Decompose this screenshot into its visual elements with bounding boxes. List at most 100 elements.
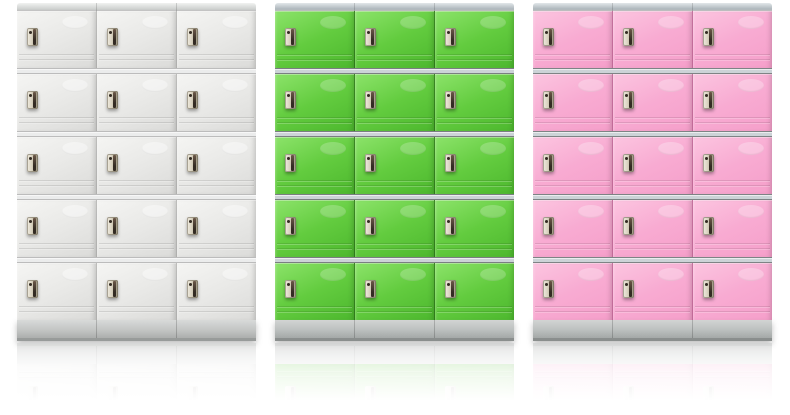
locker-door	[434, 263, 514, 320]
door-emboss	[222, 205, 248, 218]
door-emboss	[738, 79, 764, 92]
door-ridges	[695, 54, 770, 64]
locker-door	[533, 263, 612, 320]
top-cap-cell	[17, 3, 96, 11]
top-cap-cell	[275, 3, 354, 11]
base-cell	[275, 320, 354, 338]
locker-door	[692, 263, 772, 320]
door-emboss	[738, 205, 764, 218]
door-emboss	[578, 79, 604, 92]
key-lock-icon	[285, 217, 296, 235]
door-emboss	[320, 142, 346, 155]
base-cell	[612, 320, 692, 338]
key-lock-icon	[187, 217, 198, 235]
top-cap-cell	[96, 3, 176, 11]
locker-door	[354, 137, 434, 194]
top-cap-cell	[533, 3, 612, 11]
door-row	[275, 263, 514, 320]
door-row	[275, 200, 514, 257]
door-ridges	[19, 54, 94, 64]
door-ridges	[437, 243, 512, 253]
door-emboss	[480, 268, 506, 281]
locker-base	[533, 320, 772, 341]
locker-top-cap	[275, 3, 514, 11]
door-emboss	[658, 268, 684, 281]
door-ridges	[535, 54, 610, 64]
pink-locker	[533, 3, 772, 413]
row-separator	[533, 68, 772, 74]
door-row	[275, 74, 514, 131]
row-separator	[17, 68, 256, 74]
base-cell	[692, 320, 772, 338]
locker-door	[354, 263, 434, 320]
door-emboss	[142, 268, 168, 281]
door-emboss	[738, 268, 764, 281]
door-ridges	[277, 306, 352, 316]
door-ridges	[99, 54, 174, 64]
key-lock-icon	[285, 280, 296, 298]
locker-door	[533, 11, 612, 68]
door-ridges	[277, 54, 352, 64]
door-emboss	[738, 142, 764, 155]
door-emboss	[222, 268, 248, 281]
locker-top-cap	[17, 3, 256, 11]
key-lock-icon	[27, 28, 38, 46]
reflection-fade	[533, 343, 772, 413]
top-cap-cell	[692, 3, 772, 11]
base-cell	[533, 320, 612, 338]
key-lock-icon	[703, 217, 714, 235]
locker-door	[17, 137, 96, 194]
key-lock-icon	[187, 91, 198, 109]
key-lock-icon	[107, 154, 118, 172]
door-emboss	[578, 16, 604, 29]
locker-door	[96, 137, 176, 194]
door-ridges	[615, 180, 690, 190]
key-lock-icon	[623, 280, 634, 298]
door-emboss	[658, 16, 684, 29]
locker-door	[434, 11, 514, 68]
door-ridges	[695, 243, 770, 253]
door-row	[533, 74, 772, 131]
door-ridges	[99, 243, 174, 253]
door-emboss	[400, 205, 426, 218]
door-ridges	[19, 243, 94, 253]
green-locker	[275, 3, 514, 413]
key-lock-icon	[285, 28, 296, 46]
row-separator	[533, 257, 772, 263]
locker-door	[533, 74, 612, 131]
door-ridges	[99, 306, 174, 316]
gray-locker-cabinet	[17, 3, 256, 341]
key-lock-icon	[623, 28, 634, 46]
door-emboss	[142, 142, 168, 155]
door-ridges	[615, 117, 690, 127]
door-ridges	[179, 117, 254, 127]
door-row	[533, 200, 772, 257]
row-separator	[17, 194, 256, 200]
floor-reflection	[275, 343, 514, 413]
door-emboss	[320, 79, 346, 92]
reflection-fade	[17, 343, 256, 413]
base-cell	[176, 320, 256, 338]
row-separator	[275, 194, 514, 200]
door-emboss	[480, 79, 506, 92]
door-row	[17, 74, 256, 131]
key-lock-icon	[365, 28, 376, 46]
top-cap-cell	[176, 3, 256, 11]
door-ridges	[357, 54, 432, 64]
door-emboss	[62, 16, 88, 29]
row-separator	[533, 131, 772, 137]
door-emboss	[738, 16, 764, 29]
floor-reflection	[17, 343, 256, 413]
key-lock-icon	[365, 154, 376, 172]
locker-door	[275, 11, 354, 68]
door-ridges	[277, 243, 352, 253]
locker-door	[176, 74, 256, 131]
key-lock-icon	[107, 28, 118, 46]
door-ridges	[357, 117, 432, 127]
door-row	[533, 137, 772, 194]
key-lock-icon	[703, 154, 714, 172]
locker-door	[96, 200, 176, 257]
door-ridges	[437, 180, 512, 190]
key-lock-icon	[107, 217, 118, 235]
door-ridges	[437, 306, 512, 316]
